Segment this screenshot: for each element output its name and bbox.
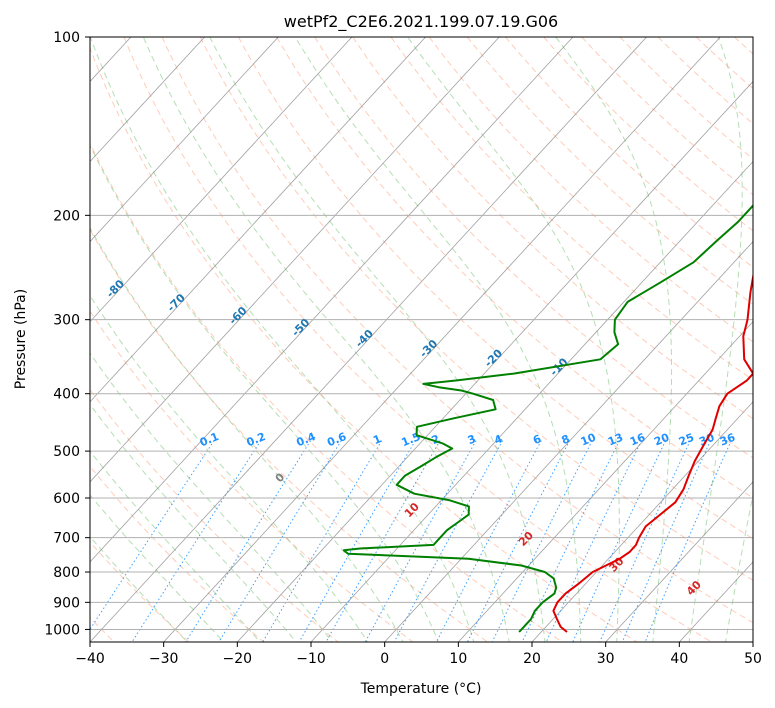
x-tick-label: 50	[744, 651, 762, 667]
dry-adiabat-line	[90, 465, 265, 642]
mixing-ratio-line	[218, 440, 342, 642]
y-tick-label: 300	[53, 313, 80, 329]
y-tick-label: 1000	[44, 622, 80, 638]
mixing-ratio-line	[185, 440, 312, 642]
x-tick-label: −20	[223, 651, 253, 667]
x-tick-label: −30	[149, 651, 179, 667]
mixing-ratio-label: 36	[718, 431, 737, 449]
x-tick-label: 30	[597, 651, 615, 667]
dry-adiabat-line	[123, 37, 713, 642]
mixing-ratio-line	[298, 440, 416, 642]
mixing-ratio-label: 10	[579, 431, 598, 449]
mixing-ratio-line	[466, 440, 571, 642]
mixing-ratio-label: 20	[652, 431, 671, 449]
mixing-ratio-label: 8	[560, 432, 572, 447]
y-tick-label: 100	[53, 30, 80, 46]
mixing-ratio-line	[435, 440, 542, 642]
dry-adiabat-line	[161, 37, 753, 624]
dry-adiabat-line	[428, 37, 753, 343]
mixing-ratio-label: 3	[466, 432, 478, 447]
mixing-ratio-label: 25	[677, 431, 696, 449]
isotherm-line	[384, 241, 753, 642]
x-axis-ticks: −40 −30 −20 −10 0 10 20 30 40 50	[75, 642, 762, 667]
x-axis-label: Temperature (°C)	[360, 681, 482, 697]
x-tick-label: 0	[380, 651, 389, 667]
profile-series	[342, 204, 753, 633]
mixing-ratio-line	[262, 440, 383, 642]
mixing-ratio-line	[599, 440, 691, 642]
plot-frame	[89, 36, 754, 643]
pressure-gridlines	[90, 37, 753, 630]
mixing-ratio-line	[644, 440, 732, 642]
dry-adiabat-line	[237, 37, 753, 540]
isotherm-line	[457, 321, 753, 642]
isotherm-line	[310, 160, 753, 642]
mixing-ratio-line	[393, 440, 504, 642]
isotherm-line	[90, 37, 205, 163]
mixing-ratio-label: 2	[430, 432, 442, 447]
moist-adiabat-line	[407, 37, 620, 642]
y-tick-label: 200	[53, 208, 80, 224]
y-tick-label: 700	[53, 531, 80, 547]
y-tick-label: 400	[53, 387, 80, 403]
moist-adiabat-line	[294, 37, 582, 642]
dry-adiabat-line	[543, 37, 753, 232]
x-tick-label: 40	[670, 651, 688, 667]
isotherm-line	[605, 481, 753, 642]
isotherm-line	[531, 401, 753, 642]
temperature-profile-line	[552, 272, 753, 633]
moist-adiabat-line	[209, 37, 546, 642]
dry-adiabat-line	[90, 388, 339, 642]
dry-adiabat-line	[90, 46, 638, 642]
moist-adiabat-line	[90, 403, 297, 642]
x-tick-label: 10	[449, 651, 467, 667]
mixing-ratio-label: 1	[371, 432, 383, 447]
mixing-ratio-line	[90, 440, 215, 631]
chart-title: wetPf2_C2E6.2021.199.07.19.G06	[284, 12, 558, 32]
y-axis-label: Pressure (hPa)	[13, 289, 29, 389]
x-tick-label: 20	[523, 651, 541, 667]
isotherm-line	[90, 37, 574, 563]
mixing-ratio-line	[325, 440, 441, 642]
dry-adiabat-line	[90, 310, 414, 642]
dry-adiabats	[90, 37, 753, 642]
dry-adiabat-line	[505, 37, 753, 268]
y-tick-label: 800	[53, 565, 80, 581]
dry-adiabat-line	[199, 37, 753, 581]
isotherm-line	[90, 37, 279, 243]
mixing-ratio-line	[621, 440, 712, 642]
mixing-ratio-label: 16	[628, 431, 647, 449]
y-axis-ticks: 100 200 300 400 500 600 700 800 900 1000	[44, 30, 90, 638]
moist-adiabat-line	[555, 37, 673, 642]
y-tick-label: 900	[53, 595, 80, 611]
dry-adiabat-line	[90, 142, 564, 642]
mixing-ratio-line	[364, 440, 477, 642]
isotherm-line	[90, 37, 426, 403]
isotherm-line	[90, 37, 500, 483]
isotherm-line	[90, 37, 353, 323]
isotherms	[90, 37, 753, 642]
moist-adiabat-line	[724, 492, 753, 642]
isotherm-line	[90, 37, 647, 642]
mixing-ratio-lines	[90, 440, 732, 642]
dry-adiabat-line	[276, 37, 753, 499]
y-tick-label: 500	[53, 444, 80, 460]
y-tick-label: 600	[53, 491, 80, 507]
moist-adiabat-line	[688, 37, 743, 642]
isotherm-line	[236, 80, 753, 642]
dry-adiabat-line	[619, 37, 753, 160]
mixing-ratio-label: 13	[606, 431, 625, 449]
dry-adiabat-line	[390, 37, 753, 381]
moist-adiabat-line	[90, 294, 369, 642]
x-tick-label: −10	[296, 651, 326, 667]
x-tick-label: −40	[75, 651, 105, 667]
dewpoint-profile-line	[342, 204, 753, 633]
dry-adiabat-line	[352, 37, 753, 420]
isotherm-line	[163, 37, 721, 642]
dry-adiabat-line	[314, 37, 753, 459]
